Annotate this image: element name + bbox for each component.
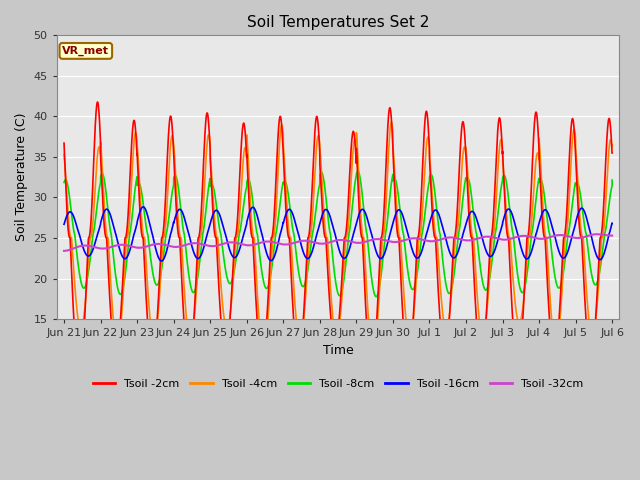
Tsoil -8cm (259, 273, 266, 278)
Tsoil -32cm (496, 236, 504, 242)
Tsoil -4cm (385, 153, 392, 158)
Tsoil -16cm (140, 204, 147, 210)
Tsoil -2cm (93, 99, 101, 105)
Tsoil -2cm (608, 150, 616, 156)
Tsoil -32cm (593, 231, 601, 237)
Tsoil -16cm (385, 237, 392, 242)
Line: Tsoil -8cm: Tsoil -8cm (64, 171, 612, 297)
Text: VR_met: VR_met (62, 46, 109, 56)
Tsoil -4cm (496, 142, 504, 148)
Tsoil -2cm (76, 371, 83, 377)
Tsoil -32cm (60, 248, 68, 254)
X-axis label: Time: Time (323, 344, 353, 357)
Tsoil -8cm (496, 195, 504, 201)
Tsoil -16cm (408, 247, 416, 253)
Tsoil -32cm (88, 243, 95, 249)
Line: Tsoil -4cm: Tsoil -4cm (64, 122, 612, 354)
Line: Tsoil -16cm: Tsoil -16cm (64, 207, 612, 261)
Tsoil -4cm (408, 325, 416, 331)
Tsoil -2cm (467, 231, 474, 237)
Tsoil -2cm (259, 356, 266, 362)
Tsoil -16cm (157, 258, 165, 264)
Tsoil -16cm (88, 250, 95, 256)
Line: Tsoil -2cm: Tsoil -2cm (64, 102, 612, 374)
Tsoil -4cm (88, 231, 95, 237)
Tsoil -8cm (354, 168, 362, 174)
Tsoil -16cm (259, 234, 266, 240)
Tsoil -2cm (88, 207, 95, 213)
Tsoil -2cm (385, 114, 392, 120)
Tsoil -32cm (259, 240, 266, 245)
Tsoil -8cm (408, 287, 416, 292)
Tsoil -16cm (60, 221, 68, 227)
Tsoil -2cm (496, 115, 504, 121)
Legend: Tsoil -2cm, Tsoil -4cm, Tsoil -8cm, Tsoil -16cm, Tsoil -32cm: Tsoil -2cm, Tsoil -4cm, Tsoil -8cm, Tsoi… (88, 374, 588, 393)
Tsoil -8cm (372, 294, 380, 300)
Tsoil -4cm (369, 351, 377, 357)
Tsoil -8cm (60, 180, 68, 185)
Tsoil -8cm (88, 244, 95, 250)
Tsoil -16cm (496, 230, 504, 236)
Tsoil -4cm (259, 347, 266, 352)
Y-axis label: Soil Temperature (C): Soil Temperature (C) (15, 113, 28, 241)
Tsoil -16cm (467, 209, 474, 215)
Tsoil -4cm (608, 142, 616, 148)
Tsoil -32cm (408, 236, 416, 241)
Tsoil -2cm (408, 329, 416, 335)
Tsoil -8cm (385, 207, 392, 213)
Tsoil -8cm (608, 177, 616, 183)
Tsoil -2cm (60, 140, 68, 146)
Tsoil -32cm (385, 238, 392, 244)
Tsoil -16cm (608, 220, 616, 226)
Tsoil -4cm (467, 217, 474, 223)
Line: Tsoil -32cm: Tsoil -32cm (64, 234, 612, 251)
Tsoil -32cm (608, 233, 616, 239)
Tsoil -8cm (467, 186, 474, 192)
Tsoil -32cm (467, 238, 474, 243)
Tsoil -4cm (60, 152, 68, 157)
Tsoil -4cm (387, 120, 395, 125)
Title: Soil Temperatures Set 2: Soil Temperatures Set 2 (247, 15, 429, 30)
